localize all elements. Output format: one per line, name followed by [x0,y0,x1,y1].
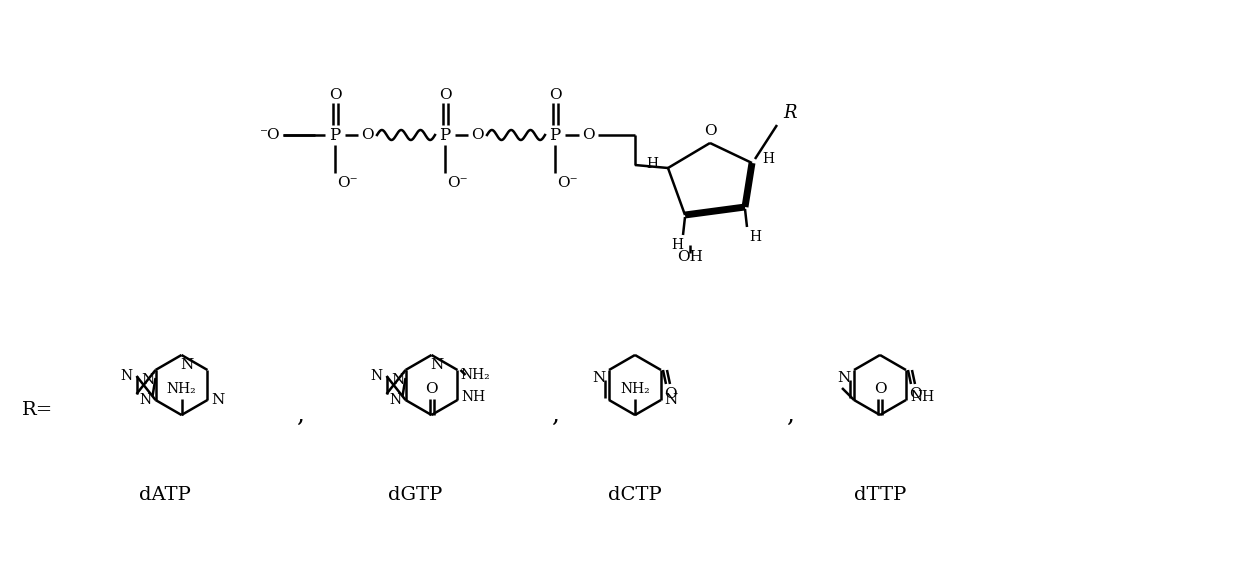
Text: R=: R= [22,401,53,419]
Text: O⁻: O⁻ [558,176,577,190]
Text: O: O [581,128,595,142]
Text: H: H [672,238,683,252]
Text: NH₂: NH₂ [461,368,491,382]
Text: H: H [762,152,774,166]
Text: O⁻: O⁻ [447,176,467,190]
Text: N: N [592,371,606,385]
Text: N: N [141,373,154,387]
Text: N: N [430,358,444,372]
Text: N: N [140,393,151,407]
Text: O⁻: O⁻ [337,176,358,190]
Text: N: N [211,393,224,407]
Text: N: N [838,371,851,385]
Text: H: H [646,157,658,171]
Text: NH: NH [909,390,934,404]
Text: ,: , [786,404,794,426]
Text: O: O [704,124,716,138]
Text: O: O [908,387,922,401]
Text: R: R [783,104,797,122]
Text: N: N [390,373,404,387]
Text: P: P [549,127,560,144]
Text: O: O [361,128,373,142]
Text: H: H [750,230,761,244]
Text: ,: , [296,404,304,426]
Text: dGTP: dGTP [388,486,442,504]
Text: O: O [439,88,451,102]
Text: O: O [328,88,341,102]
Text: P: P [440,127,451,144]
Text: P: P [330,127,341,144]
Text: O: O [664,387,676,401]
Text: OH: OH [676,250,703,264]
Text: O: O [471,128,483,142]
Text: dCTP: dCTP [608,486,662,504]
Text: O: O [873,382,886,396]
Text: O: O [425,382,437,396]
Text: N: N [180,358,193,372]
Text: O: O [549,88,561,102]
Text: N: N [664,393,678,407]
Text: N: N [389,393,401,407]
Text: ⁻O: ⁻O [260,128,280,142]
Text: NH: NH [461,390,486,404]
Text: dTTP: dTTP [854,486,906,504]
Text: N: N [120,369,133,383]
Text: N: N [370,369,383,383]
Text: NH₂: NH₂ [621,382,650,396]
Text: NH₂: NH₂ [166,382,196,396]
Text: dATP: dATP [139,486,191,504]
Text: ,: , [551,404,559,426]
